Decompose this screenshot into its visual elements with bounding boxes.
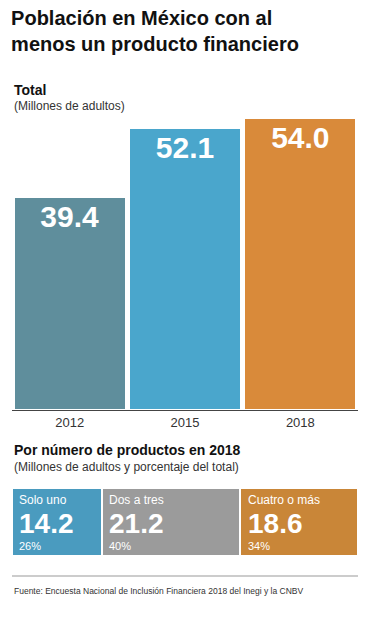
svg-text:2015: 2015 [171, 415, 200, 430]
svg-text:Solo uno: Solo uno [19, 493, 67, 507]
svg-text:(Millones de adultos): (Millones de adultos) [14, 99, 125, 113]
svg-text:54.0: 54.0 [271, 121, 329, 154]
svg-text:18.6: 18.6 [248, 508, 303, 539]
svg-text:14.2: 14.2 [19, 508, 74, 539]
svg-text:Dos a tres: Dos a tres [109, 493, 164, 507]
svg-text:52.1: 52.1 [156, 131, 214, 164]
svg-text:Fuente: Encuesta Nacional de I: Fuente: Encuesta Nacional de Inclusión F… [14, 586, 304, 596]
svg-text:2012: 2012 [55, 415, 84, 430]
svg-text:21.2: 21.2 [109, 508, 164, 539]
svg-text:(Millones de adultos y porcent: (Millones de adultos y porcentaje del to… [14, 460, 239, 474]
svg-text:Población en México con almeno: Población en México con almenos un produ… [11, 7, 299, 55]
svg-text:Total: Total [14, 82, 46, 98]
svg-text:Cuatro o más: Cuatro o más [248, 493, 320, 507]
svg-text:34%: 34% [248, 540, 270, 552]
svg-text:26%: 26% [19, 540, 41, 552]
svg-text:2018: 2018 [286, 415, 315, 430]
svg-text:Por número de productos en 201: Por número de productos en 2018 [14, 442, 241, 458]
svg-text:40%: 40% [109, 540, 131, 552]
svg-text:39.4: 39.4 [40, 200, 99, 233]
